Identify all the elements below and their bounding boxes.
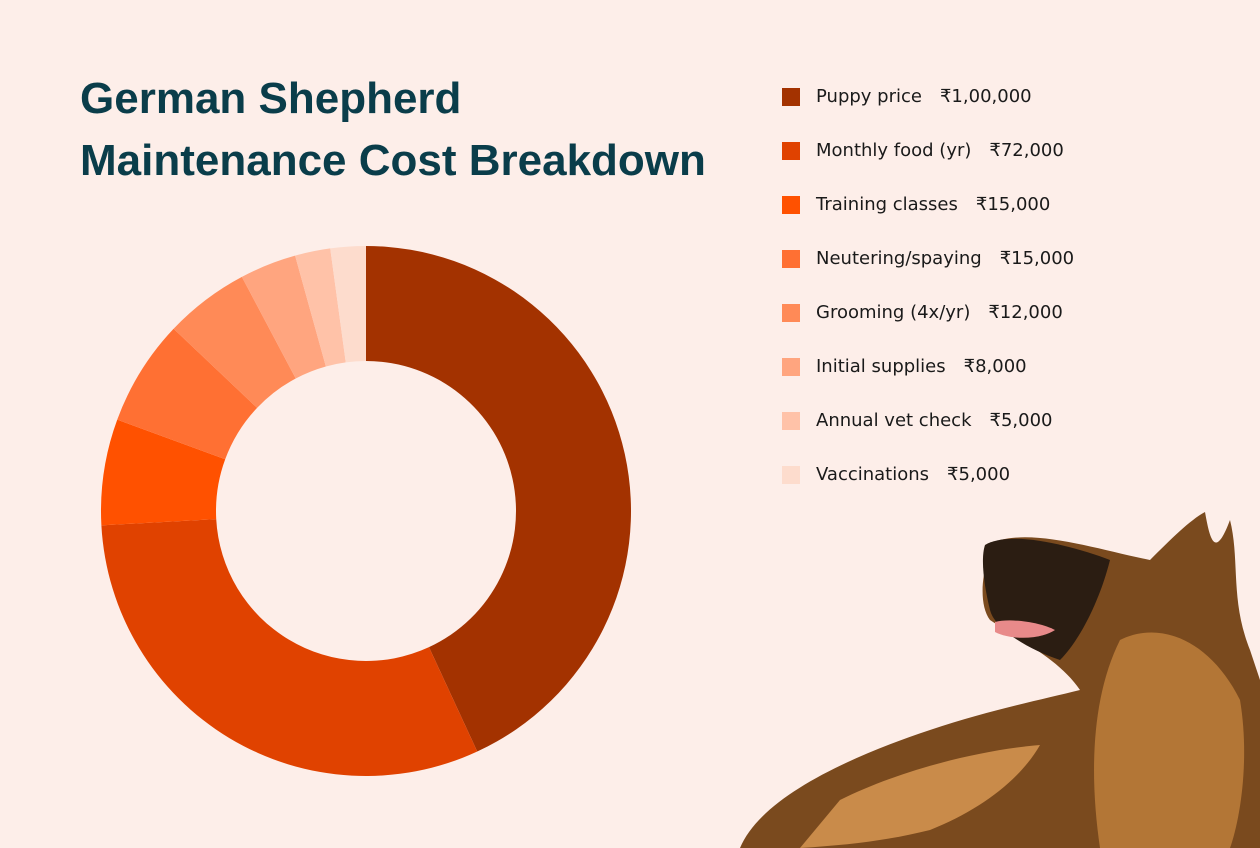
- donut-slice: [366, 246, 632, 752]
- legend-swatch: [782, 466, 800, 484]
- legend-label: Grooming (4x/yr): [816, 302, 970, 323]
- donut-slice: [295, 248, 346, 367]
- legend-value: ₹5,000: [990, 410, 1053, 431]
- legend-swatch: [782, 304, 800, 322]
- legend-label: Monthly food (yr): [816, 140, 971, 161]
- legend-swatch: [782, 142, 800, 160]
- legend-value: ₹5,000: [947, 464, 1010, 485]
- legend-swatch: [782, 412, 800, 430]
- legend-swatch: [782, 358, 800, 376]
- legend-swatch: [782, 88, 800, 106]
- legend-value: ₹15,000: [1000, 248, 1074, 269]
- legend-value: ₹72,000: [989, 140, 1063, 161]
- legend-label: Vaccinations: [816, 464, 929, 485]
- legend-label: Neutering/spaying: [816, 248, 982, 269]
- legend-value: ₹8,000: [964, 356, 1027, 377]
- donut-slice: [173, 276, 296, 408]
- donut-slice: [117, 328, 258, 460]
- legend-swatch: [782, 196, 800, 214]
- legend-label: Training classes: [815, 194, 958, 215]
- donut-slice: [101, 419, 226, 526]
- legend-label: Initial supplies: [816, 356, 946, 377]
- legend-value: ₹1,00,000: [940, 86, 1032, 107]
- legend-value: ₹12,000: [988, 302, 1062, 323]
- dog-illustration: [740, 512, 1260, 848]
- chart-title: German Shepherd Maintenance Cost Breakdo…: [80, 74, 706, 185]
- donut-slice: [241, 255, 326, 379]
- legend-value: ₹15,000: [976, 194, 1050, 215]
- legend-label: Annual vet check: [816, 410, 972, 431]
- legend-label: Puppy price: [816, 86, 922, 107]
- donut-slice: [101, 519, 478, 777]
- legend-swatch: [782, 250, 800, 268]
- donut-slice: [330, 246, 366, 363]
